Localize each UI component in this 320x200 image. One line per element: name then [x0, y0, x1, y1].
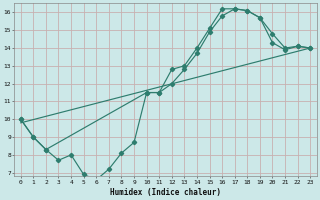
X-axis label: Humidex (Indice chaleur): Humidex (Indice chaleur) — [110, 188, 221, 197]
